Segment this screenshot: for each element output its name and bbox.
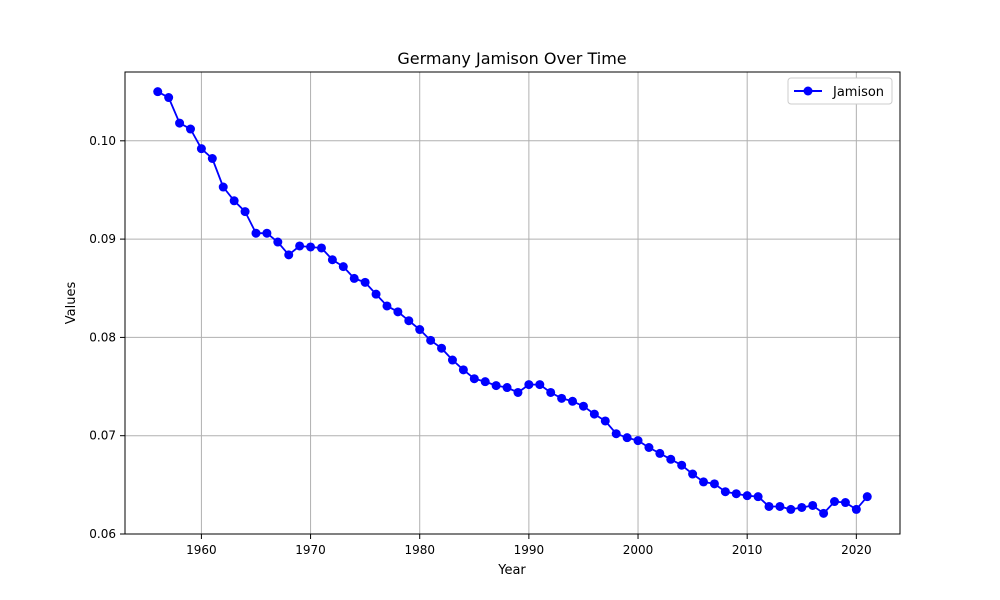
data-point (469, 374, 479, 384)
y-axis-ticks: 0.06 0.07 0.08 0.09 0.10 (89, 134, 125, 541)
data-point (349, 273, 359, 283)
x-axis-ticks: 1960 1970 1980 1990 2000 2010 2020 (186, 534, 872, 557)
x-tick-label: 2020 (841, 543, 872, 557)
data-point (338, 262, 348, 272)
x-tick-label: 1980 (404, 543, 435, 557)
data-point (185, 124, 195, 134)
data-point (371, 289, 381, 299)
data-point (720, 487, 730, 497)
data-point (175, 118, 185, 128)
legend: Jamison (787, 77, 893, 105)
data-point (731, 489, 741, 499)
data-point (589, 409, 599, 419)
data-point (251, 228, 261, 238)
data-point (764, 501, 774, 511)
data-point (644, 442, 654, 452)
data-point (677, 460, 687, 470)
x-tick-label: 1970 (295, 543, 326, 557)
y-axis-label: Values (64, 282, 79, 325)
data-point (699, 477, 709, 487)
data-point (513, 387, 523, 397)
data-point (666, 454, 676, 464)
y-tick-label: 0.09 (89, 232, 116, 246)
data-point (458, 365, 468, 375)
data-point (437, 343, 447, 353)
data-point (393, 307, 403, 317)
y-tick-label: 0.07 (89, 429, 116, 443)
data-point (578, 401, 588, 411)
data-point (797, 502, 807, 512)
data-point (284, 250, 294, 260)
data-point (840, 498, 850, 508)
x-tick-label: 2000 (623, 543, 654, 557)
data-point (327, 255, 337, 265)
data-point (557, 393, 567, 403)
data-point (295, 241, 305, 251)
data-point (753, 492, 763, 502)
data-point (808, 500, 818, 510)
y-tick-label: 0.06 (89, 527, 116, 541)
data-point (862, 492, 872, 502)
x-tick-label: 2010 (732, 543, 763, 557)
data-point (830, 497, 840, 507)
data-point (164, 93, 174, 103)
data-point (426, 335, 436, 345)
data-point (491, 381, 501, 391)
data-point (240, 207, 250, 217)
data-point (568, 396, 578, 406)
plot-area-frame (124, 71, 901, 535)
data-point (655, 448, 665, 458)
data-point (382, 301, 392, 311)
data-point (415, 325, 425, 335)
data-point (404, 316, 414, 326)
data-point (600, 416, 610, 426)
data-point (851, 504, 861, 514)
data-point (306, 242, 316, 252)
data-point (611, 429, 621, 439)
data-point (360, 277, 370, 287)
y-tick-label: 0.08 (89, 330, 116, 344)
data-point (622, 433, 632, 443)
data-point (262, 228, 272, 238)
data-point (273, 237, 283, 247)
data-point (786, 504, 796, 514)
legend-marker-swatch (803, 86, 813, 96)
data-point (524, 380, 534, 390)
y-tick-label: 0.10 (89, 134, 116, 148)
data-point (775, 501, 785, 511)
data-point (480, 377, 490, 387)
data-point (546, 387, 556, 397)
data-point (633, 436, 643, 446)
data-point (153, 87, 163, 97)
x-tick-label: 1960 (186, 543, 217, 557)
data-point (688, 469, 698, 479)
x-tick-label: 1990 (514, 543, 545, 557)
data-point (218, 182, 228, 192)
data-point (709, 479, 719, 489)
data-point (207, 154, 217, 164)
legend-label-jamison: Jamison (832, 85, 884, 100)
data-point (535, 380, 545, 390)
legend-box (787, 77, 893, 105)
data-point (196, 144, 206, 154)
data-point (447, 355, 457, 365)
data-point (229, 196, 239, 206)
data-point (819, 508, 829, 518)
series-layer (153, 87, 872, 518)
data-point (742, 491, 752, 501)
x-axis-label: Year (497, 563, 526, 578)
chart-title: Germany Jamison Over Time (397, 49, 626, 68)
data-point (316, 243, 326, 253)
data-point (502, 383, 512, 393)
